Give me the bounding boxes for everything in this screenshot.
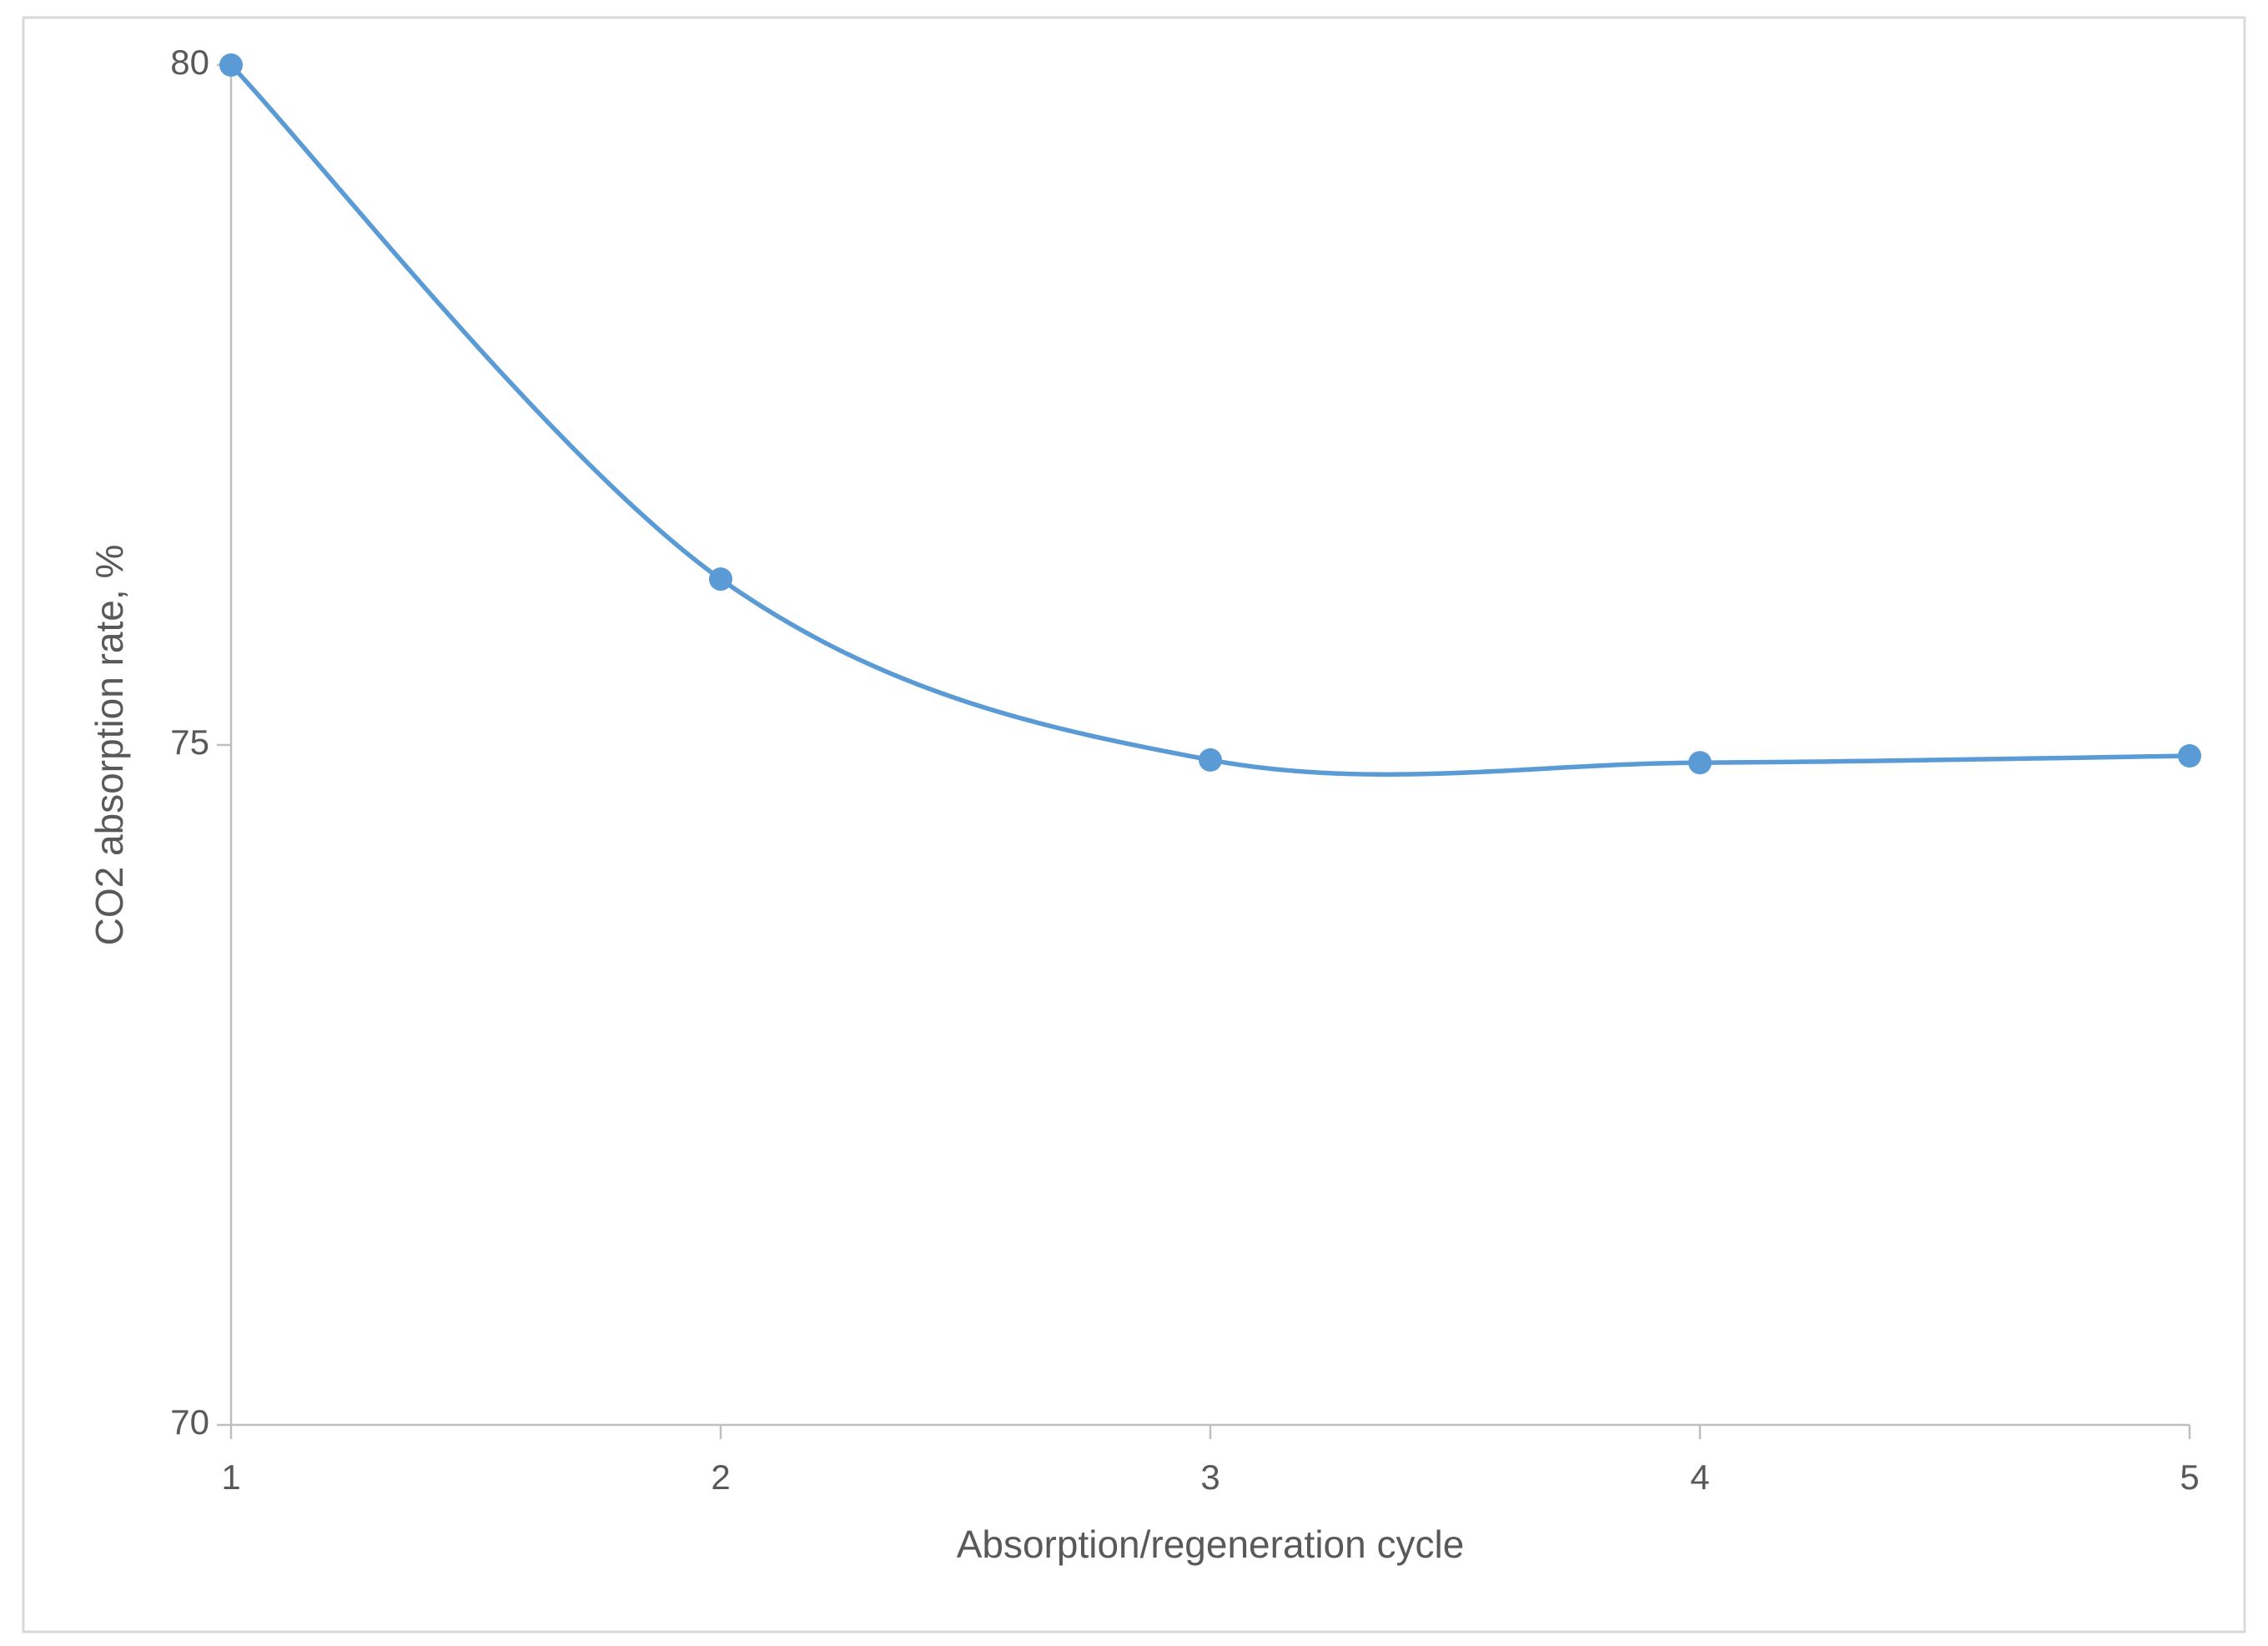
- data-point: [1688, 751, 1712, 775]
- x-axis-label: Absorption/regeneration cycle: [957, 1523, 1465, 1566]
- chart-frame: [22, 16, 2246, 1633]
- y-axis-label: CO2 absorption rate, %: [88, 545, 131, 946]
- data-point: [2178, 744, 2201, 768]
- data-point: [1199, 747, 1222, 772]
- data-point: [219, 53, 243, 77]
- x-tick-label: 1: [221, 1457, 240, 1497]
- y-tick-label: 70: [170, 1402, 209, 1442]
- x-tick-label: 4: [1690, 1457, 1709, 1497]
- data-line: [229, 63, 2190, 778]
- y-tick-label: 80: [170, 43, 209, 82]
- x-tick-label: 5: [2180, 1457, 2199, 1497]
- y-tick-label: 75: [170, 722, 209, 762]
- x-tick-label: 3: [1200, 1457, 1219, 1497]
- data-point: [709, 567, 732, 591]
- x-tick-label: 2: [711, 1457, 730, 1497]
